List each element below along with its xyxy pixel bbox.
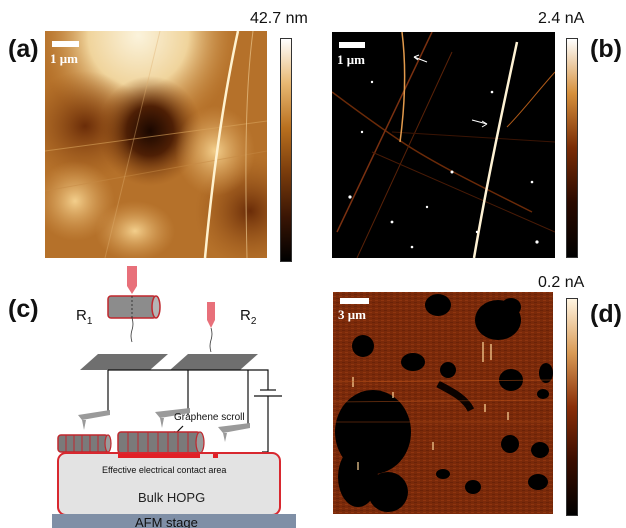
afm-stage-label: AFM stage <box>135 515 198 528</box>
contact-area-2 <box>213 454 218 458</box>
topography-image-a: 1 μm <box>45 31 267 258</box>
current-image-d: 3 μm <box>333 292 553 514</box>
panel-b-label: (b) <box>590 35 622 63</box>
panel-d-label: (d) <box>590 300 622 328</box>
schematic-diagram: R1 R2 Graphene scroll Effective elect <box>52 266 296 528</box>
contact-area-1 <box>118 454 200 458</box>
probe-3 <box>218 423 250 433</box>
scale-bar-label-d: 3 μm <box>338 307 366 322</box>
afm-tip-right <box>207 302 215 353</box>
topography-map <box>45 31 267 258</box>
graphene-scroll-2 <box>117 431 205 454</box>
colorbar-max-a: 42.7 nm <box>250 10 308 27</box>
scale-bar-label-b: 1 μm <box>337 52 365 67</box>
probe-2 <box>155 408 190 418</box>
scale-bar-a <box>52 41 79 47</box>
graphene-scroll-1 <box>57 434 112 453</box>
colorbar-d <box>566 298 578 516</box>
panel-a-label: (a) <box>8 35 39 63</box>
scale-bar-d <box>340 298 369 304</box>
scale-bar-b <box>339 42 365 48</box>
substrate-r2 <box>170 354 258 370</box>
colorbar-b <box>566 38 578 258</box>
current-map-d <box>333 292 553 514</box>
r2-label: R2 <box>240 307 257 327</box>
afm-tip-left <box>127 266 137 294</box>
scale-bar-label-a: 1 μm <box>50 51 78 66</box>
scroll-r1 <box>107 295 161 343</box>
colorbar-a <box>280 38 292 262</box>
bulk-hopg <box>57 452 281 516</box>
colorbar-max-d: 0.2 nA <box>538 274 585 291</box>
r1-label: R1 <box>76 307 93 327</box>
graphene-scroll-label: Graphene scroll <box>174 412 245 423</box>
contact-area-label: Effective electrical contact area <box>102 465 226 475</box>
current-map <box>332 32 555 258</box>
panel-c-label: (c) <box>8 295 39 323</box>
bulk-hopg-label: Bulk HOPG <box>138 490 205 505</box>
afm-stage <box>52 514 296 528</box>
probe-1 <box>78 410 110 420</box>
colorbar-max-b: 2.4 nA <box>538 10 585 27</box>
current-image-b: 1 μm <box>332 32 555 258</box>
substrate-r1 <box>80 354 168 370</box>
